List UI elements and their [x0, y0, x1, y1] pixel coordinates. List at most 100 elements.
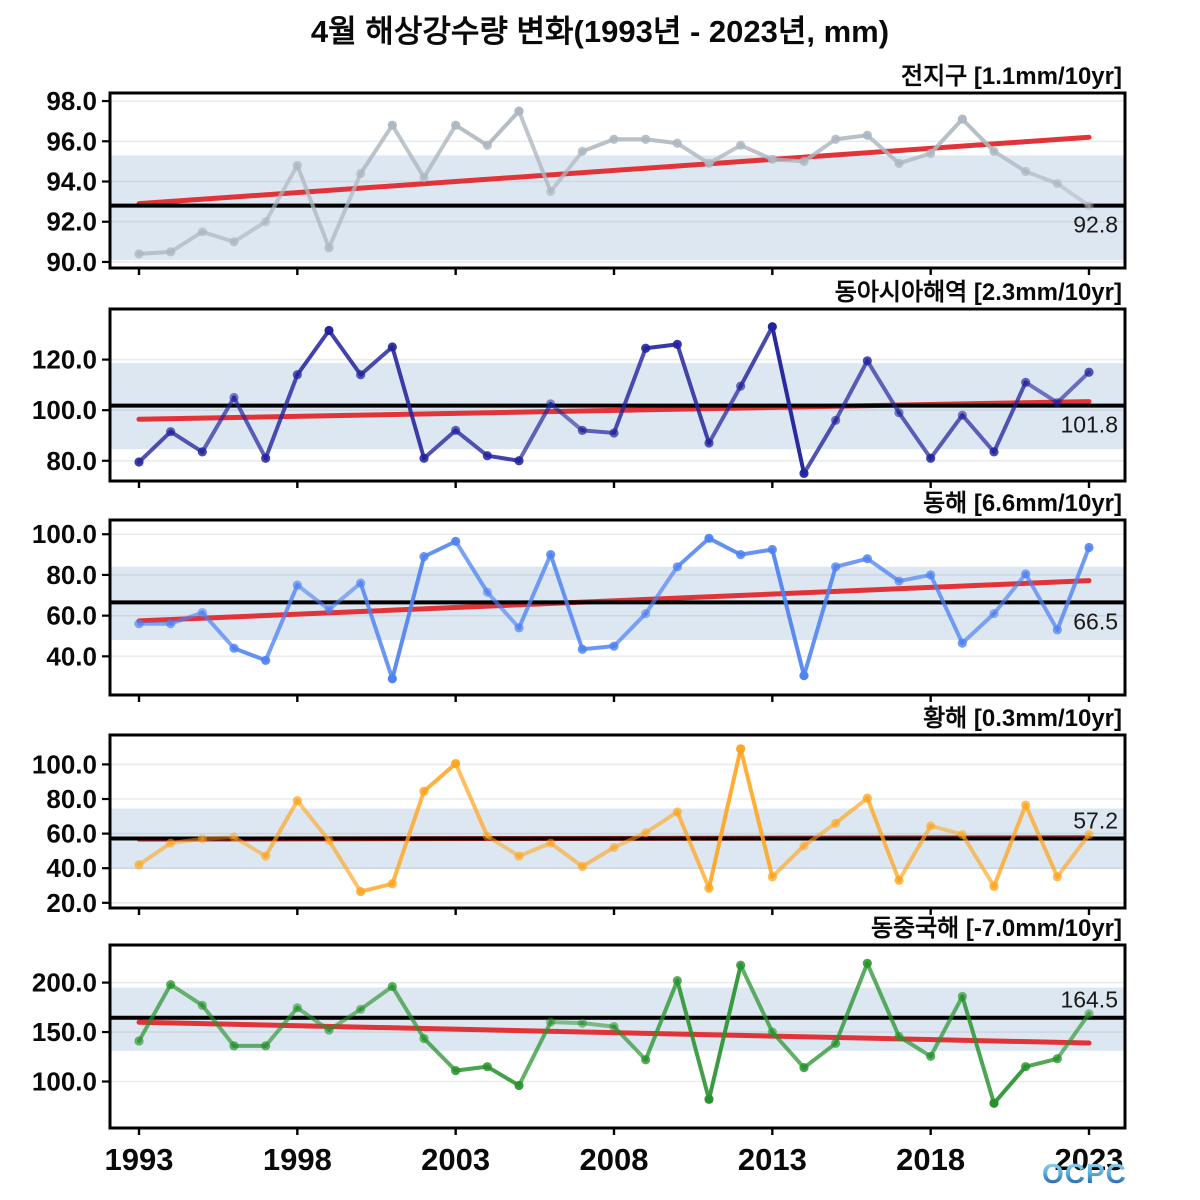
data-point	[419, 552, 429, 562]
mean-value-label: 57.2	[1073, 807, 1118, 833]
data-line-segment	[738, 746, 775, 879]
y-tick-label: 92.0	[46, 207, 97, 237]
data-point	[419, 172, 429, 183]
data-line-segment	[1055, 370, 1091, 405]
data-point	[324, 325, 334, 336]
data-line-segment	[200, 229, 236, 244]
data-point	[894, 1031, 904, 1042]
data-point	[862, 793, 872, 803]
data-point	[894, 875, 904, 885]
data-point	[989, 146, 999, 156]
data-line-segment	[897, 823, 933, 883]
data-line-segment	[643, 137, 680, 146]
data-line-segment	[960, 994, 996, 1106]
data-point	[894, 158, 904, 169]
data-line-segment	[707, 536, 743, 557]
data-line-segment	[612, 346, 648, 435]
data-line-segment	[263, 798, 300, 859]
data-point	[197, 447, 207, 457]
data-line-segment	[865, 961, 901, 1039]
data-line-segment	[802, 564, 838, 678]
data-line-segment	[422, 539, 458, 559]
data-line-segment	[897, 1034, 933, 1059]
data-line-segment	[643, 978, 680, 1062]
data-point	[957, 114, 967, 124]
data-point	[672, 807, 682, 817]
data-point	[641, 828, 651, 838]
x-tick-label: 1998	[263, 1142, 332, 1177]
data-line-segment	[232, 395, 268, 461]
data-line-segment	[580, 428, 616, 435]
data-point	[356, 578, 366, 588]
y-tick-label: 100.0	[32, 395, 97, 425]
data-point	[356, 1004, 366, 1014]
data-line-segment	[928, 572, 965, 646]
data-line-segment	[358, 123, 395, 176]
data-point	[482, 831, 492, 841]
data-point	[229, 1041, 239, 1051]
data-point	[482, 587, 492, 597]
data-line-segment	[390, 344, 426, 461]
data-point	[767, 544, 777, 555]
data-point	[261, 655, 271, 666]
data-line-segment	[517, 552, 553, 630]
data-line-segment	[865, 133, 901, 166]
data-point	[926, 453, 936, 463]
data-line-segment	[200, 1003, 236, 1048]
data-point	[736, 744, 746, 754]
data-point	[387, 981, 397, 992]
data-point	[767, 322, 777, 332]
data-point	[292, 160, 302, 171]
data-line-segment	[327, 1007, 363, 1033]
data-point	[672, 339, 682, 350]
data-point	[641, 609, 651, 619]
y-tick-label: 80.0	[46, 784, 97, 814]
data-point	[894, 408, 904, 418]
data-line-segment	[707, 963, 743, 1102]
data-line-segment	[707, 143, 743, 166]
data-point	[926, 148, 936, 158]
mean-value-label: 101.8	[1060, 412, 1118, 438]
y-tick-label: 120.0	[32, 345, 97, 375]
data-point	[166, 979, 176, 990]
data-point	[989, 609, 999, 619]
data-point	[736, 960, 746, 970]
data-line-segment	[960, 611, 996, 646]
data-point	[292, 370, 302, 380]
data-point	[261, 851, 271, 861]
data-point	[546, 838, 556, 848]
data-line-segment	[453, 539, 490, 595]
y-tick-label: 80.0	[46, 560, 97, 590]
panel-title: 동해 [6.6mm/10yr]	[923, 490, 1122, 517]
data-line-segment	[738, 143, 775, 162]
data-line-segment	[992, 149, 1028, 174]
data-line-segment	[548, 841, 585, 869]
y-tick-label: 100.0	[32, 519, 97, 549]
data-point	[672, 562, 682, 572]
data-line-segment	[263, 583, 300, 663]
data-point	[577, 1018, 587, 1028]
data-point	[134, 860, 144, 870]
data-point	[831, 415, 841, 425]
data-line-segment	[137, 982, 173, 1043]
data-point	[736, 381, 746, 391]
data-point	[609, 641, 619, 651]
data-point	[831, 818, 841, 828]
data-line-segment	[263, 372, 300, 461]
data-line-segment	[897, 410, 933, 461]
panel-title: 동중국해 [-7.0mm/10yr]	[871, 915, 1122, 942]
data-line-segment	[707, 384, 743, 446]
data-point	[577, 861, 587, 872]
data-point	[1021, 569, 1031, 579]
data-point	[197, 227, 207, 237]
data-line-segment	[1023, 1056, 1060, 1069]
data-point	[736, 549, 746, 560]
data-line-segment	[548, 149, 585, 194]
data-point	[577, 146, 587, 156]
data-point	[957, 829, 967, 840]
x-tick-label: 2008	[580, 1142, 649, 1177]
data-point	[957, 410, 967, 420]
data-point	[577, 425, 587, 436]
data-line-segment	[865, 358, 901, 415]
data-point	[862, 130, 872, 140]
